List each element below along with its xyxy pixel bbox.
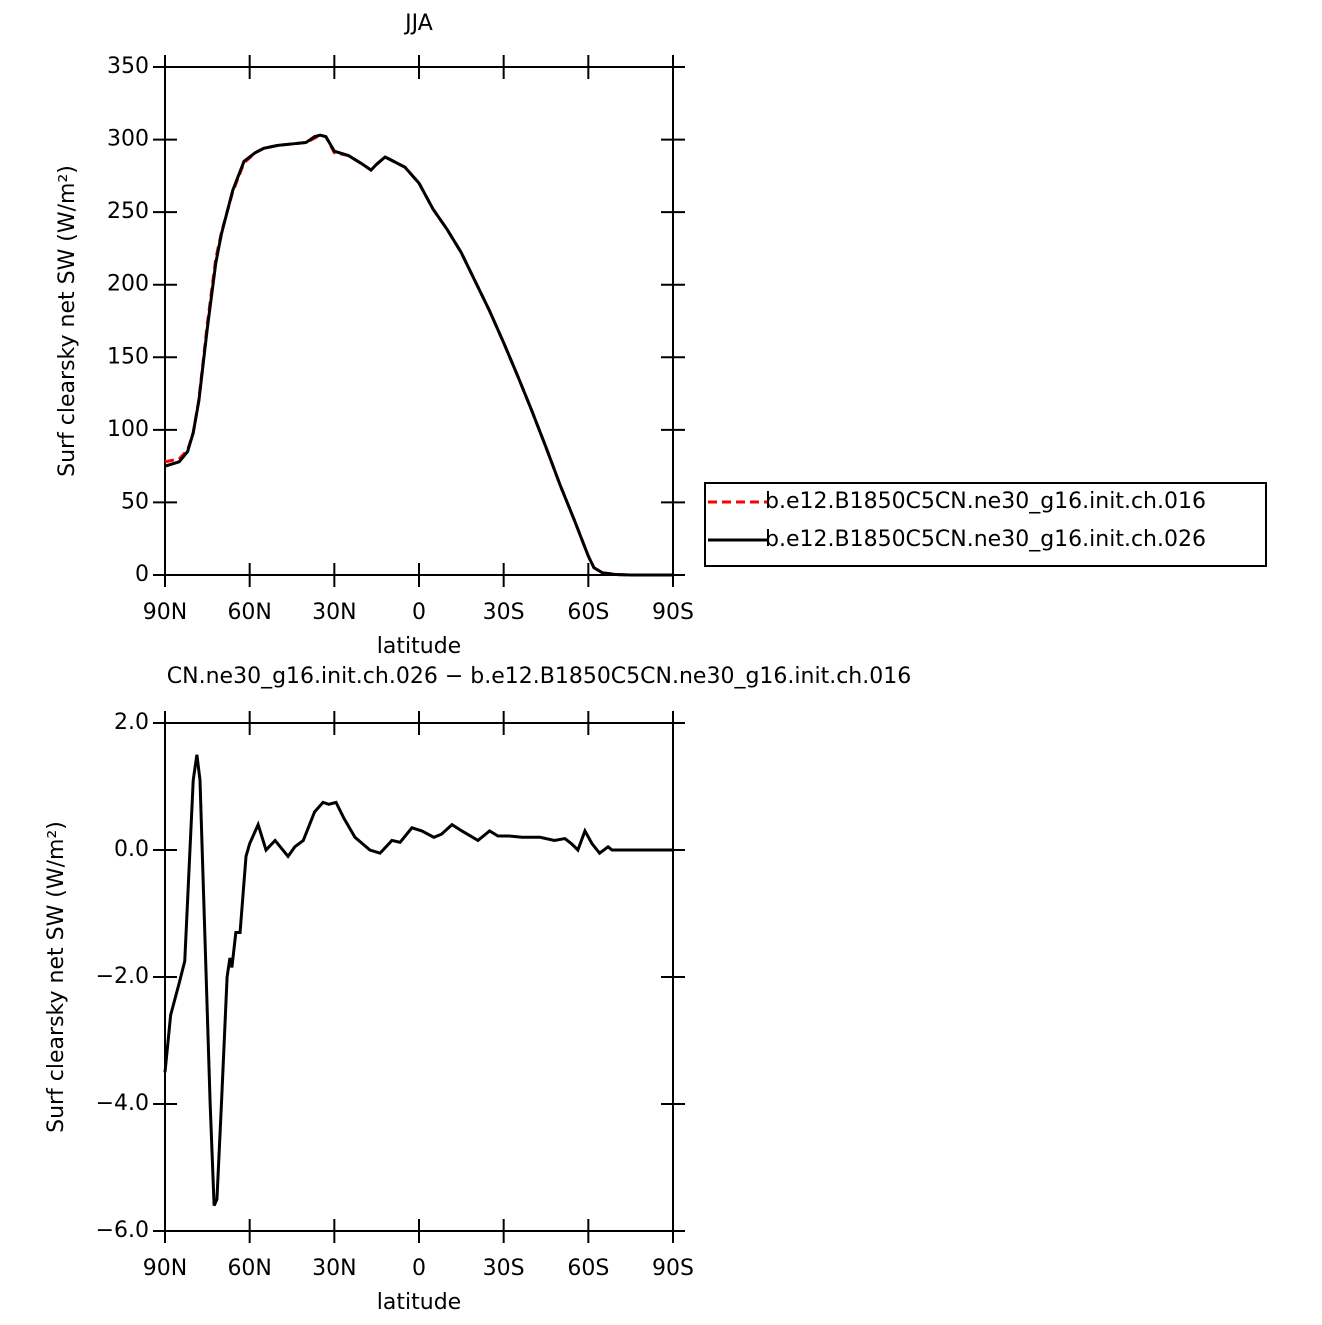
y-tick-label: −4.0 [96, 1091, 149, 1116]
y-axis-label: Surf clearsky net SW (W/m²) [44, 821, 69, 1133]
y-axis-label: Surf clearsky net SW (W/m²) [55, 165, 80, 477]
x-tick-label: 0 [412, 1256, 426, 1281]
legend-label: b.e12.B1850C5CN.ne30_g16.init.ch.016 [765, 489, 1206, 514]
plot-frame [164, 66, 674, 576]
plot-frame [164, 722, 674, 1232]
y-tick-label: −2.0 [96, 964, 149, 989]
x-tick-label: 30S [483, 600, 525, 625]
y-tick-label: 150 [107, 344, 149, 369]
data-line [163, 754, 673, 1207]
y-tick-label: 0 [135, 562, 149, 587]
y-tick-label: 50 [121, 489, 149, 514]
legend-label: b.e12.B1850C5CN.ne30_g16.init.ch.026 [765, 527, 1206, 552]
x-tick-label: 30N [312, 1256, 356, 1281]
x-tick-label: 90N [143, 600, 187, 625]
x-axis-label: latitude [377, 1290, 461, 1315]
data-line [164, 133, 673, 577]
x-tick-label: 30S [483, 1256, 525, 1281]
chart-title: JJA [403, 11, 433, 36]
x-tick-label: 90S [652, 1256, 694, 1281]
y-tick-label: 2.0 [114, 710, 149, 735]
x-tick-label: 60S [567, 600, 609, 625]
x-tick-label: 60S [567, 1256, 609, 1281]
y-tick-label: 250 [107, 199, 149, 224]
x-tick-label: 90N [143, 1256, 187, 1281]
y-tick-label: 300 [107, 127, 149, 152]
x-tick-label: 90S [652, 600, 694, 625]
x-tick-label: 60N [227, 600, 271, 625]
y-tick-label: 200 [107, 272, 149, 297]
x-tick-label: 30N [312, 600, 356, 625]
x-tick-label: 60N [227, 1256, 271, 1281]
y-tick-label: 350 [107, 54, 149, 79]
x-axis-label: latitude [377, 634, 461, 659]
y-tick-label: 0.0 [114, 837, 149, 862]
y-tick-label: −6.0 [96, 1218, 149, 1243]
data-line [164, 133, 673, 577]
legend-box [704, 482, 1267, 567]
y-tick-label: 100 [107, 417, 149, 442]
x-tick-label: 0 [412, 600, 426, 625]
chart-title: CN.ne30_g16.init.ch.026 − b.e12.B1850C5C… [167, 664, 911, 689]
